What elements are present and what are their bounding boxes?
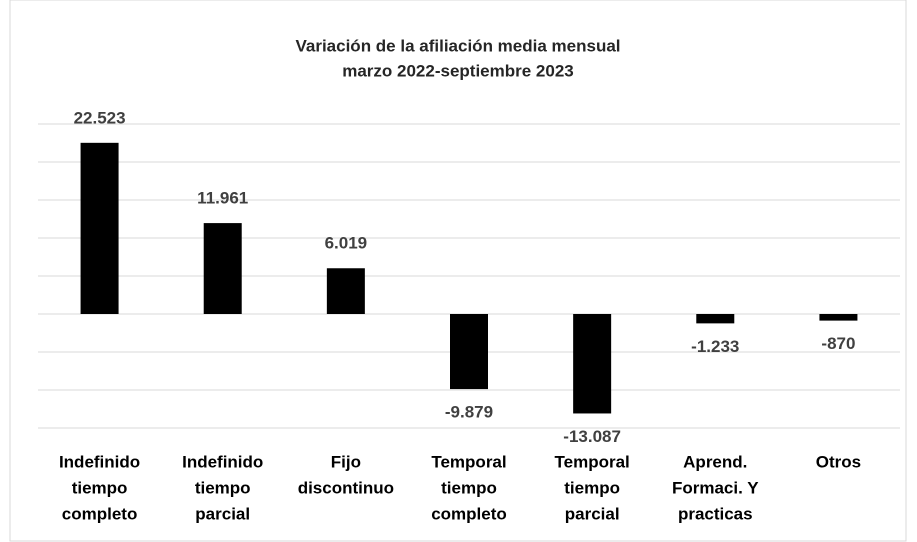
- x-tick-label: Fijo: [331, 452, 361, 471]
- x-tick-label: tiempo: [195, 478, 251, 497]
- x-tick-label: parcial: [565, 504, 620, 523]
- x-tick-label: tiempo: [441, 478, 497, 497]
- x-tick-label: tiempo: [564, 478, 620, 497]
- x-tick-label: Aprend.: [683, 452, 747, 471]
- x-tick-label: discontinuo: [298, 478, 394, 497]
- chart-title: Variación de la afiliación media mensual: [295, 36, 620, 55]
- x-tick-label: parcial: [195, 504, 250, 523]
- x-tick-label: practicas: [678, 504, 753, 523]
- x-tick-label: completo: [62, 504, 138, 523]
- data-label: -13.087: [563, 427, 621, 446]
- bar: [203, 223, 242, 314]
- bar: [450, 314, 488, 390]
- data-label: 22.523: [74, 108, 126, 127]
- x-tick-label: tiempo: [72, 478, 128, 497]
- bar: [326, 268, 365, 314]
- data-label: -870: [821, 334, 855, 353]
- x-tick-label: Formaci. Y: [672, 478, 759, 497]
- bar: [819, 314, 858, 321]
- bar: [80, 142, 119, 314]
- x-tick-label: completo: [431, 504, 507, 523]
- x-tick-label: Temporal: [431, 452, 506, 471]
- x-tick-label: Temporal: [555, 452, 630, 471]
- x-tick-label: Indefinido: [182, 452, 263, 471]
- bar: [573, 314, 612, 414]
- chart-frame: [9, 0, 907, 542]
- x-tick-label: Otros: [816, 452, 861, 471]
- x-tick-label: Indefinido: [59, 452, 140, 471]
- data-label: 11.961: [197, 189, 248, 208]
- bar: [696, 314, 735, 324]
- data-label: -9.879: [445, 403, 493, 422]
- chart-subtitle: marzo 2022-septiembre 2023: [342, 61, 574, 80]
- data-label: -1.233: [691, 337, 739, 356]
- data-label: 6.019: [325, 234, 368, 253]
